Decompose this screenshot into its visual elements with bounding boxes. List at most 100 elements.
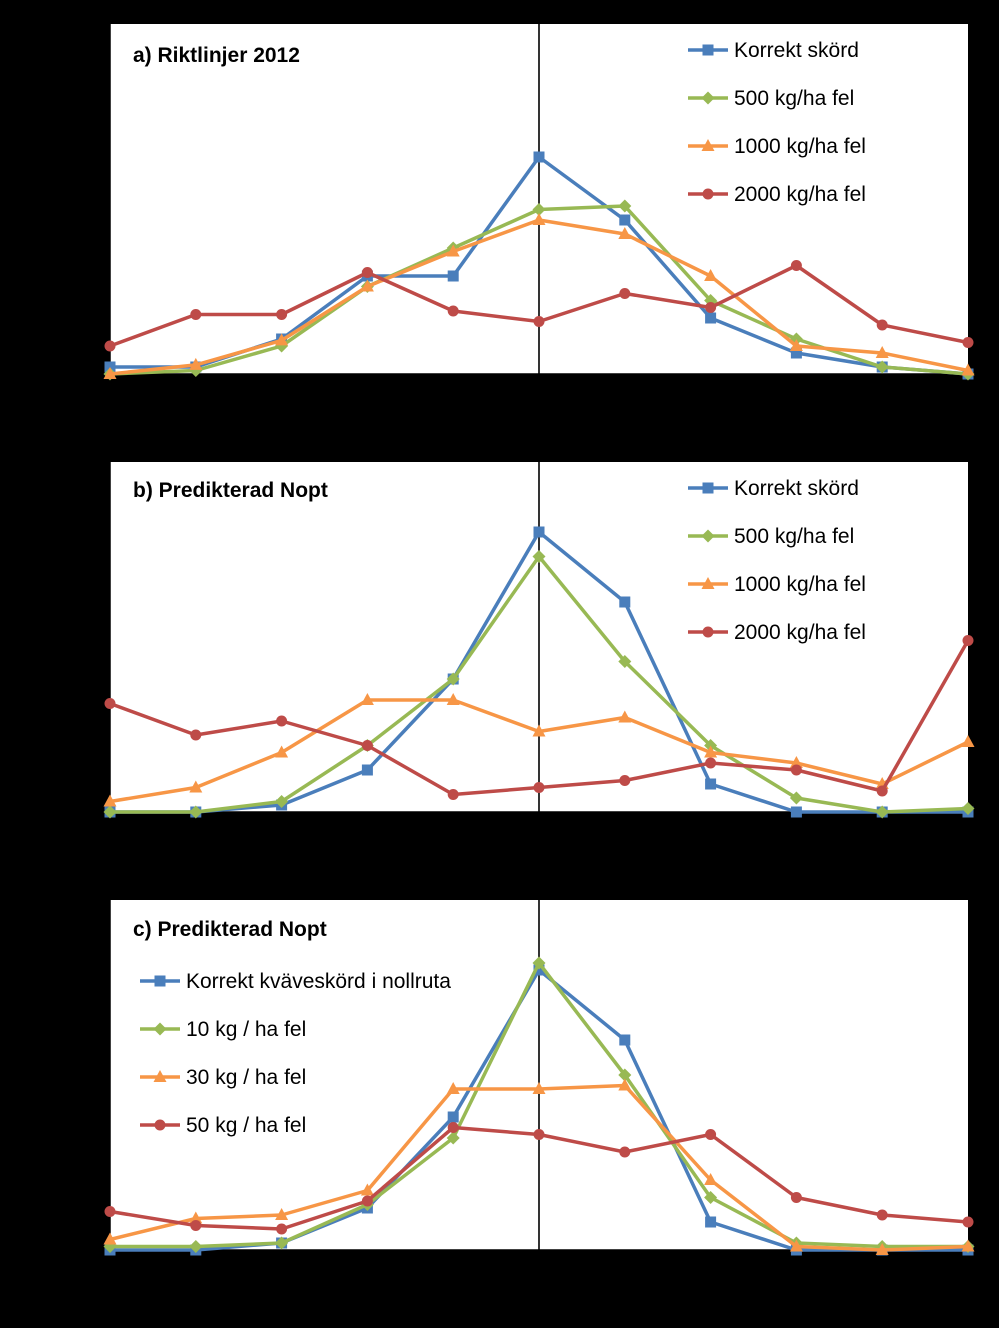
legend-marker-c-4 [154, 1119, 166, 1131]
legend-marker-a-1 [702, 44, 714, 56]
data-point-a-3 [618, 227, 632, 239]
data-point-b-3 [275, 745, 289, 758]
data-point-c-4 [705, 1129, 717, 1140]
data-point-a-4 [104, 340, 116, 352]
axes-a [104, 23, 969, 380]
data-point-b-4 [790, 764, 802, 776]
data-point-c-2 [618, 1068, 632, 1082]
series-b-4 [104, 635, 974, 800]
data-point-a-4 [876, 319, 888, 331]
legend-marker-b-4 [702, 626, 714, 638]
data-point-b-3 [446, 693, 460, 705]
panel-b-title: b) Predikterad Nopt [133, 479, 328, 502]
data-point-b-4 [705, 757, 717, 769]
data-point-c-4 [876, 1209, 888, 1221]
data-point-a-3 [704, 269, 718, 281]
data-point-b-4 [876, 785, 888, 797]
data-point-b-1 [619, 596, 631, 608]
legend-a-item-2: 500 kg/ha fel [734, 87, 854, 110]
data-point-c-3 [704, 1173, 718, 1185]
data-point-c-4 [276, 1223, 288, 1235]
legend-b-item-2: 500 kg/ha fel [734, 525, 854, 548]
data-point-b-3 [704, 745, 718, 758]
legend-marker-a-3 [701, 139, 715, 151]
data-point-c-2 [532, 956, 546, 970]
legend-b-item-1: Korrekt skörd [734, 477, 859, 500]
data-point-c-2 [446, 1131, 460, 1145]
data-point-c-3 [446, 1082, 460, 1094]
data-point-a-3 [532, 213, 546, 225]
data-point-b-3 [189, 780, 203, 793]
data-point-b-1 [790, 806, 802, 818]
data-point-b-2 [875, 805, 889, 819]
legend-marker-c-2 [153, 1022, 167, 1036]
data-point-c-3 [532, 1082, 546, 1094]
legend-b: Korrekt skörd 500 kg/ha fel 1000 kg/ha f… [688, 477, 866, 644]
data-point-b-2 [618, 655, 632, 668]
data-point-c-4 [447, 1122, 459, 1133]
data-point-a-2 [875, 360, 889, 374]
data-point-a-4 [962, 337, 974, 348]
data-point-c-3 [189, 1211, 203, 1224]
data-point-b-2 [275, 795, 289, 808]
legend-b-item-4: 2000 kg/ha fel [734, 621, 866, 644]
data-point-a-4 [190, 309, 202, 320]
legend-a-item-1: Korrekt skörd [734, 39, 859, 62]
data-point-c-3 [275, 1208, 289, 1220]
legend-marker-a-2 [701, 91, 715, 105]
data-point-c-3 [360, 1183, 374, 1196]
series-c-4 [104, 1122, 974, 1235]
data-point-b-2 [789, 791, 803, 805]
data-point-b-2 [532, 550, 546, 563]
legend-marker-b-3 [701, 577, 715, 589]
series-b-2 [103, 550, 975, 819]
data-point-a-1 [790, 347, 802, 359]
data-point-c-4 [790, 1192, 802, 1203]
legend-marker-c-3 [153, 1070, 167, 1082]
data-point-c-2 [275, 1236, 289, 1250]
data-point-b-1 [533, 526, 545, 538]
legend-marker-b-1 [702, 482, 714, 494]
data-point-a-3 [961, 363, 975, 376]
data-point-b-4 [533, 782, 545, 793]
data-point-a-4 [705, 302, 717, 313]
data-point-b-4 [190, 729, 202, 741]
data-point-b-4 [276, 715, 288, 727]
data-point-b-3 [961, 735, 975, 747]
data-point-b-3 [789, 756, 803, 768]
data-point-c-3 [103, 1232, 117, 1245]
data-point-b-4 [447, 789, 459, 800]
panel-c: c) Predikterad Nopt Korrekt kväveskörd i… [103, 899, 975, 1256]
data-point-c-3 [618, 1078, 632, 1091]
legend-a: Korrekt skörd 500 kg/ha fel 1000 kg/ha f… [688, 39, 866, 206]
legend-c-item-3: 30 kg / ha fel [186, 1066, 306, 1089]
legend-marker-a-4 [702, 188, 714, 200]
data-point-a-4 [276, 309, 288, 320]
data-point-a-3 [446, 244, 460, 257]
series-b-3 [103, 693, 975, 807]
data-point-a-1 [619, 214, 631, 226]
data-point-a-2 [532, 203, 546, 216]
data-point-b-3 [360, 693, 374, 705]
data-point-c-4 [190, 1220, 202, 1231]
data-point-a-3 [189, 357, 203, 370]
data-point-c-4 [361, 1195, 373, 1207]
data-point-c-4 [533, 1129, 545, 1140]
data-point-b-2 [189, 805, 203, 819]
data-point-b-2 [446, 672, 460, 686]
data-point-b-2 [103, 805, 117, 819]
data-point-a-1 [533, 151, 545, 163]
data-point-b-1 [705, 778, 717, 790]
data-point-b-4 [104, 698, 116, 709]
data-point-b-2 [961, 802, 975, 815]
data-point-b-4 [962, 635, 974, 646]
data-point-a-1 [705, 312, 717, 324]
data-point-a-3 [103, 367, 117, 379]
legend-c: Korrekt kväveskörd i nollruta 10 kg / ha… [140, 970, 451, 1137]
data-point-b-3 [618, 710, 632, 723]
data-point-a-4 [619, 288, 631, 299]
legend-marker-c-1 [154, 975, 166, 987]
data-point-a-4 [447, 305, 459, 317]
data-point-b-3 [532, 724, 546, 737]
